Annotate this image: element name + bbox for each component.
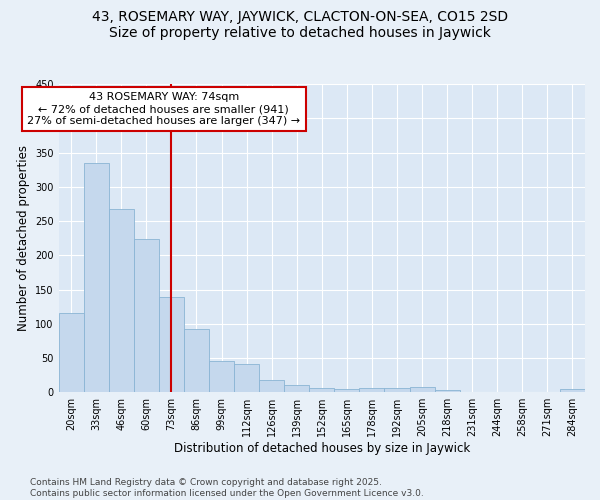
Bar xyxy=(309,388,334,392)
Bar xyxy=(560,390,585,392)
Bar xyxy=(385,388,410,392)
Bar xyxy=(83,163,109,392)
Bar xyxy=(234,364,259,392)
Bar xyxy=(159,297,184,392)
Bar xyxy=(334,389,359,392)
Bar xyxy=(359,388,385,392)
Y-axis label: Number of detached properties: Number of detached properties xyxy=(17,145,29,331)
Bar xyxy=(184,328,209,392)
Bar xyxy=(284,384,309,392)
Bar xyxy=(434,390,460,392)
Text: Contains HM Land Registry data © Crown copyright and database right 2025.
Contai: Contains HM Land Registry data © Crown c… xyxy=(30,478,424,498)
Bar xyxy=(109,209,134,392)
Text: 43, ROSEMARY WAY, JAYWICK, CLACTON-ON-SEA, CO15 2SD
Size of property relative to: 43, ROSEMARY WAY, JAYWICK, CLACTON-ON-SE… xyxy=(92,10,508,40)
Bar xyxy=(134,239,159,392)
Text: 43 ROSEMARY WAY: 74sqm
← 72% of detached houses are smaller (941)
27% of semi-de: 43 ROSEMARY WAY: 74sqm ← 72% of detached… xyxy=(27,92,301,126)
X-axis label: Distribution of detached houses by size in Jaywick: Distribution of detached houses by size … xyxy=(173,442,470,455)
Bar xyxy=(59,313,83,392)
Bar xyxy=(209,360,234,392)
Bar xyxy=(259,380,284,392)
Bar xyxy=(410,388,434,392)
